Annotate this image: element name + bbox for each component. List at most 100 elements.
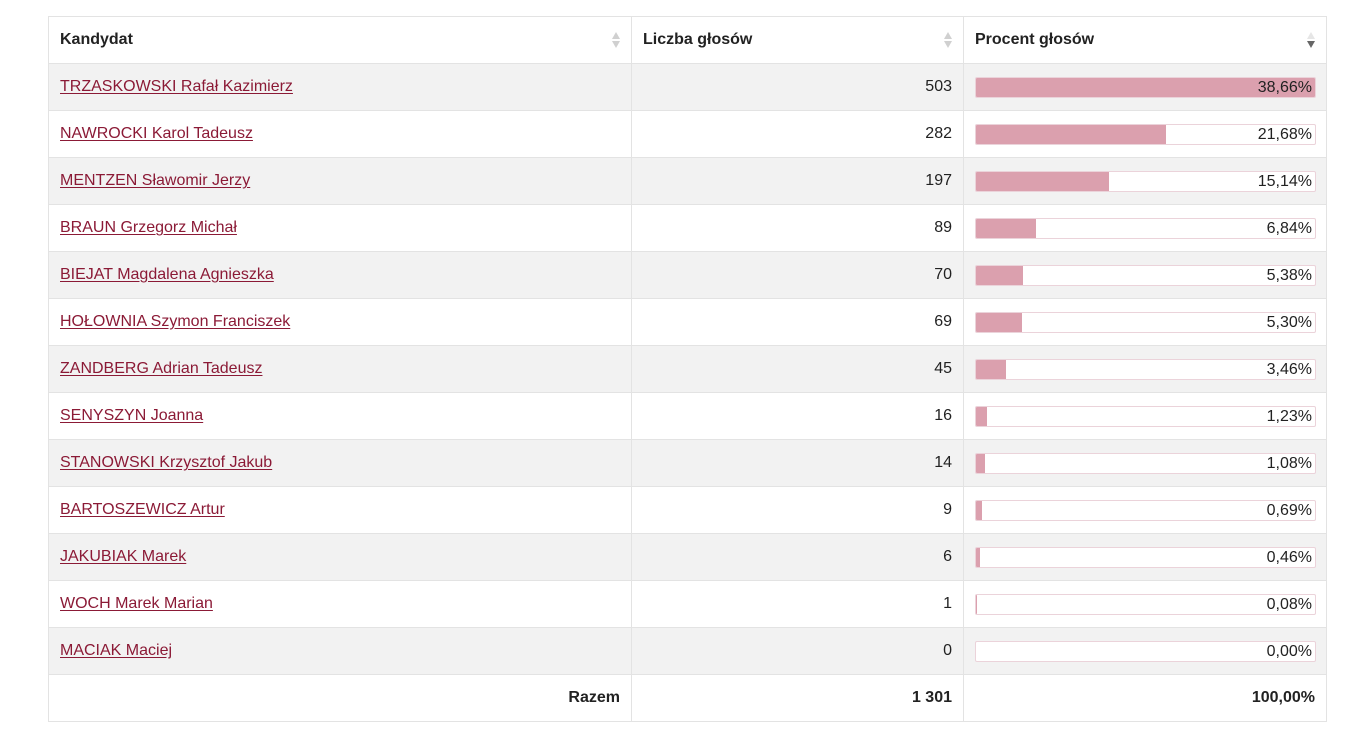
total-row: Razem 1 301 100,00% <box>48 674 1327 722</box>
percent-cell: 0,69% <box>963 486 1327 534</box>
table-row: STANOWSKI Krzysztof Jakub 14 1,08% <box>48 439 1327 487</box>
candidate-cell: MACIAK Maciej <box>48 627 632 675</box>
percent-bar-fill <box>976 218 1036 238</box>
candidate-cell: JAKUBIAK Marek <box>48 533 632 581</box>
column-header-label: Procent głosów <box>975 31 1095 48</box>
sort-neutral-icon <box>944 32 952 48</box>
percent-bar-fill <box>976 406 987 426</box>
table-row: MENTZEN Sławomir Jerzy 197 15,14% <box>48 157 1327 205</box>
candidate-link[interactable]: HOŁOWNIA Szymon Franciszek <box>60 313 291 330</box>
candidate-link[interactable]: MENTZEN Sławomir Jerzy <box>60 172 251 189</box>
table-row: MACIAK Maciej 0 0,00% <box>48 627 1327 675</box>
candidate-link[interactable]: BARTOSZEWICZ Artur <box>60 501 225 518</box>
votes-cell: 197 <box>631 157 964 205</box>
column-header-votes[interactable]: Liczba głosów <box>631 16 964 64</box>
table-footer: Razem 1 301 100,00% <box>48 674 1327 722</box>
percent-bar: 6,84% <box>975 217 1316 239</box>
percent-bar: 0,00% <box>975 640 1316 662</box>
candidate-cell: MENTZEN Sławomir Jerzy <box>48 157 632 205</box>
table-row: BRAUN Grzegorz Michał 89 6,84% <box>48 204 1327 252</box>
percent-bar: 38,66% <box>975 76 1316 98</box>
table-row: JAKUBIAK Marek 6 0,46% <box>48 533 1327 581</box>
votes-cell: 0 <box>631 627 964 675</box>
percent-bar: 15,14% <box>975 170 1316 192</box>
votes-cell: 89 <box>631 204 964 252</box>
votes-cell: 69 <box>631 298 964 346</box>
total-votes: 1 301 <box>631 674 964 722</box>
candidate-link[interactable]: TRZASKOWSKI Rafał Kazimierz <box>60 78 293 95</box>
percent-cell: 0,46% <box>963 533 1327 581</box>
percent-cell: 15,14% <box>963 157 1327 205</box>
percent-bar-fill <box>976 359 1007 379</box>
candidate-cell: BARTOSZEWICZ Artur <box>48 486 632 534</box>
percent-bar-fill <box>976 500 983 520</box>
candidate-link[interactable]: WOCH Marek Marian <box>60 595 213 612</box>
column-header-percent[interactable]: Procent głosów <box>963 16 1327 64</box>
percent-bar-fill <box>976 453 986 473</box>
table-row: ZANDBERG Adrian Tadeusz 45 3,46% <box>48 345 1327 393</box>
percent-label: 3,46% <box>1266 360 1312 378</box>
candidate-link[interactable]: BIEJAT Magdalena Agnieszka <box>60 266 274 283</box>
candidate-link[interactable]: NAWROCKI Karol Tadeusz <box>60 125 253 142</box>
percent-bar: 1,23% <box>975 405 1316 427</box>
percent-cell: 1,08% <box>963 439 1327 487</box>
percent-cell: 0,08% <box>963 580 1327 628</box>
percent-label: 1,08% <box>1266 454 1312 472</box>
percent-cell: 38,66% <box>963 63 1327 111</box>
column-header-candidate[interactable]: Kandydat <box>48 16 632 64</box>
percent-cell: 3,46% <box>963 345 1327 393</box>
column-header-label: Kandydat <box>60 31 133 48</box>
table-row: HOŁOWNIA Szymon Franciszek 69 5,30% <box>48 298 1327 346</box>
votes-cell: 45 <box>631 345 964 393</box>
percent-bar: 0,08% <box>975 593 1316 615</box>
table-row: BARTOSZEWICZ Artur 9 0,69% <box>48 486 1327 534</box>
percent-bar-fill <box>976 77 1315 97</box>
results-container: Kandydat Liczba głosów Procent głosów <box>48 16 1327 722</box>
percent-label: 5,30% <box>1266 313 1312 331</box>
percent-bar: 1,08% <box>975 452 1316 474</box>
percent-cell: 21,68% <box>963 110 1327 158</box>
percent-cell: 1,23% <box>963 392 1327 440</box>
percent-label: 0,46% <box>1266 548 1312 566</box>
percent-label: 15,14% <box>1257 172 1312 190</box>
column-header-label: Liczba głosów <box>643 31 753 48</box>
percent-bar: 21,68% <box>975 123 1316 145</box>
percent-cell: 0,00% <box>963 627 1327 675</box>
results-table: Kandydat Liczba głosów Procent głosów <box>48 16 1327 722</box>
candidate-cell: BRAUN Grzegorz Michał <box>48 204 632 252</box>
votes-cell: 1 <box>631 580 964 628</box>
candidate-cell: STANOWSKI Krzysztof Jakub <box>48 439 632 487</box>
candidate-cell: ZANDBERG Adrian Tadeusz <box>48 345 632 393</box>
percent-label: 6,84% <box>1266 219 1312 237</box>
votes-cell: 70 <box>631 251 964 299</box>
percent-cell: 5,30% <box>963 298 1327 346</box>
table-row: WOCH Marek Marian 1 0,08% <box>48 580 1327 628</box>
votes-cell: 282 <box>631 110 964 158</box>
percent-cell: 6,84% <box>963 204 1327 252</box>
table-row: SENYSZYN Joanna 16 1,23% <box>48 392 1327 440</box>
candidate-link[interactable]: MACIAK Maciej <box>60 642 173 659</box>
candidate-link[interactable]: ZANDBERG Adrian Tadeusz <box>60 360 263 377</box>
percent-bar-fill <box>976 171 1109 191</box>
candidate-cell: NAWROCKI Karol Tadeusz <box>48 110 632 158</box>
percent-bar: 5,38% <box>975 264 1316 286</box>
percent-label: 5,38% <box>1266 266 1312 284</box>
candidate-link[interactable]: STANOWSKI Krzysztof Jakub <box>60 454 273 471</box>
candidate-link[interactable]: BRAUN Grzegorz Michał <box>60 219 237 236</box>
candidate-cell: SENYSZYN Joanna <box>48 392 632 440</box>
candidate-cell: WOCH Marek Marian <box>48 580 632 628</box>
table-row: BIEJAT Magdalena Agnieszka 70 5,38% <box>48 251 1327 299</box>
percent-bar-fill <box>976 124 1167 144</box>
percent-bar-fill <box>976 594 977 614</box>
candidate-link[interactable]: JAKUBIAK Marek <box>60 548 187 565</box>
total-percent: 100,00% <box>963 674 1327 722</box>
votes-cell: 9 <box>631 486 964 534</box>
votes-cell: 14 <box>631 439 964 487</box>
percent-label: 0,00% <box>1266 642 1312 660</box>
candidate-link[interactable]: SENYSZYN Joanna <box>60 407 204 424</box>
votes-cell: 16 <box>631 392 964 440</box>
percent-bar-fill <box>976 312 1023 332</box>
table-row: TRZASKOWSKI Rafał Kazimierz 503 38,66% <box>48 63 1327 111</box>
percent-bar: 3,46% <box>975 358 1316 380</box>
table-row: NAWROCKI Karol Tadeusz 282 21,68% <box>48 110 1327 158</box>
